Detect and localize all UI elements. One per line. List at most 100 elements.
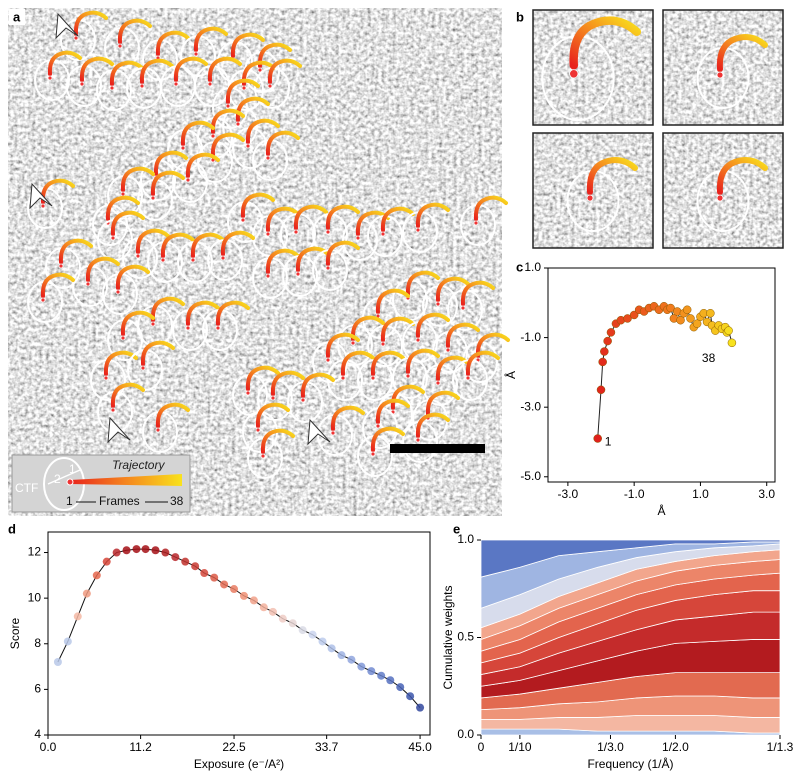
data-point [122, 546, 131, 555]
trajectory [415, 202, 450, 228]
trajectory [215, 300, 250, 326]
trajectory [240, 192, 275, 218]
trajectory [105, 195, 140, 221]
trajectory [380, 316, 415, 342]
trajectory [300, 372, 335, 398]
crop-border [662, 132, 784, 249]
trajectory [47, 50, 82, 76]
y-tick-label: 1.0 [524, 260, 541, 274]
data-point [406, 692, 415, 701]
data-point [200, 569, 209, 578]
trajectory [350, 315, 385, 341]
y-tick-label: 0.0 [457, 727, 474, 741]
data-point [220, 580, 229, 589]
trajectory [110, 210, 145, 236]
particle-center [415, 437, 421, 443]
trajectory [330, 405, 365, 431]
particle-center [270, 395, 276, 401]
x-tick-label: 1/3.0 [597, 740, 624, 754]
trajectory [435, 355, 470, 381]
data-point [171, 553, 180, 562]
chart: d 0.0 11.2 22.5 33.7 45.0 4 6 8 10 12 Exposure (e⁻/… [8, 521, 432, 771]
data-point [367, 667, 376, 676]
particle-center [245, 143, 251, 149]
trajectory [325, 240, 360, 266]
trajectory [120, 166, 155, 192]
trajectory [295, 246, 330, 272]
particle-center [103, 375, 109, 381]
trajectory [415, 312, 450, 338]
panel-label: c [516, 259, 523, 274]
trajectory [445, 322, 480, 348]
particle-center [58, 263, 64, 269]
particle-center [241, 85, 247, 91]
data-point [63, 637, 72, 646]
trajectory [375, 288, 410, 314]
trajectory [435, 276, 470, 302]
particle-center [586, 194, 594, 202]
data-point [249, 596, 258, 605]
trajectory [210, 132, 245, 158]
particle-center [225, 103, 231, 109]
y-tick-label: -5.0 [520, 469, 541, 483]
x-tick-label: -1.0 [624, 487, 645, 501]
charts: c 1 38 -3.0 -1.0 1.0 3.0 -5.0 -3.0 -1.0 1.0 Å Åd 0.0 1… [8, 259, 794, 771]
plot-frame [547, 267, 776, 483]
plot-frame [47, 531, 431, 736]
trajectory [473, 195, 508, 221]
particle-center [115, 289, 121, 295]
annotation: 1 [605, 435, 612, 449]
data-point [347, 655, 356, 664]
trajectory [460, 280, 495, 306]
panel-label: d [8, 521, 16, 536]
particle-center [120, 335, 126, 341]
trajectory [569, 16, 641, 70]
particle-center [435, 380, 441, 386]
data-point [357, 662, 366, 671]
trajectory [245, 365, 280, 391]
legend-ellipse-label: 2 [54, 472, 61, 486]
trajectory [193, 26, 228, 52]
trajectory [265, 130, 300, 156]
particle-center [350, 340, 356, 346]
particle-center [139, 83, 145, 89]
data-point [82, 589, 91, 598]
trajectory [160, 232, 195, 258]
particle-center [240, 217, 246, 223]
y-tick-label: 12 [28, 545, 42, 559]
trajectory [375, 398, 410, 424]
particle-center [716, 194, 724, 202]
x-tick-label: 22.5 [222, 740, 246, 754]
y-axis-label: Å [503, 371, 518, 379]
particle-center [569, 69, 579, 79]
particle-center [267, 83, 273, 89]
x-tick-label: 3.0 [758, 487, 775, 501]
particle-center [150, 321, 156, 327]
crop-image [663, 10, 783, 125]
particle-center [79, 81, 85, 87]
data-point [73, 612, 82, 621]
x-axis-label: Exposure (e⁻/A²) [194, 757, 284, 771]
trajectory [103, 350, 138, 376]
x-axis-label: Å [657, 503, 665, 518]
data-point [132, 545, 141, 554]
trajectory [139, 58, 174, 84]
particle-center [150, 195, 156, 201]
trajectory [241, 60, 276, 86]
data-point [596, 385, 606, 395]
trajectory [293, 204, 328, 230]
trajectory [73, 10, 108, 36]
crops: b [516, 9, 784, 249]
trajectory [58, 238, 93, 264]
particle-center [185, 325, 191, 331]
data-point [53, 658, 62, 667]
x-tick-label: 33.7 [315, 740, 339, 754]
trajectory [135, 228, 170, 254]
particle-center [109, 85, 115, 91]
legend-inset: CTF 1 2 Trajectory 1 Frames 38 [11, 454, 191, 513]
particle-center [415, 227, 421, 233]
y-tick-label: 10 [28, 590, 42, 604]
data-point [92, 571, 101, 580]
trajectory [230, 32, 265, 58]
